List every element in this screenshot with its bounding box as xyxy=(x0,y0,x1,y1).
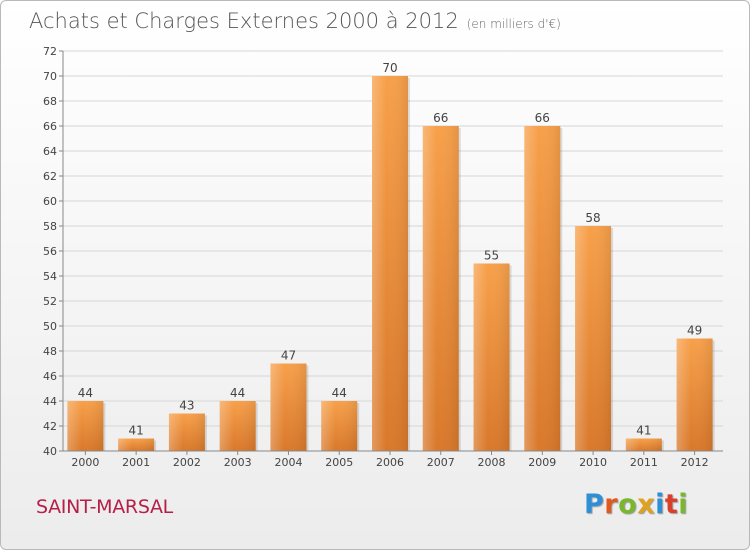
logo-letter: o xyxy=(618,489,638,520)
proxiti-logo[interactable]: Proxiti xyxy=(584,489,688,520)
commune-name: SAINT-MARSAL xyxy=(36,496,173,518)
bar-highlight xyxy=(118,438,155,451)
data-label: 41 xyxy=(636,424,651,438)
x-tick-label: 2012 xyxy=(681,456,709,469)
y-tick-label: 54 xyxy=(43,270,57,283)
y-tick-label: 50 xyxy=(43,320,57,333)
bars xyxy=(67,76,715,451)
data-label: 44 xyxy=(332,386,347,400)
data-label: 66 xyxy=(433,111,448,125)
data-labels: 44 41 43 44 47 44 70 66 55 66 58 41 49 xyxy=(78,61,703,438)
data-label: 41 xyxy=(129,424,144,438)
logo-letter: t xyxy=(664,489,679,520)
bar-highlight xyxy=(168,413,205,451)
data-label: 49 xyxy=(687,324,702,338)
x-tick-label: 2006 xyxy=(376,456,404,469)
y-tick-label: 58 xyxy=(43,220,57,233)
y-tick-label: 66 xyxy=(43,120,57,133)
data-label: 47 xyxy=(281,349,296,363)
data-label: 66 xyxy=(535,111,550,125)
title-text: Achats et Charges Externes 2000 à 2012 xyxy=(29,9,459,33)
data-label: 70 xyxy=(382,61,397,75)
bar-highlight xyxy=(676,338,713,451)
y-tick-label: 44 xyxy=(43,395,57,408)
bar-highlight xyxy=(473,263,510,451)
data-label: 44 xyxy=(78,386,93,400)
x-tick-label: 2009 xyxy=(528,456,556,469)
bar-highlight xyxy=(372,76,408,451)
y-tick-label: 62 xyxy=(43,170,57,183)
y-tick-label: 40 xyxy=(43,445,57,458)
logo-letter: P xyxy=(584,489,605,520)
y-tick-label: 68 xyxy=(43,95,57,108)
x-tick-label: 2008 xyxy=(478,456,506,469)
logo-letter: i xyxy=(678,489,689,520)
y-tick-label: 48 xyxy=(43,345,57,358)
bar-highlight xyxy=(219,401,256,451)
x-tick-label: 2002 xyxy=(173,456,201,469)
bar-highlight xyxy=(524,126,561,451)
axes: 40 42 44 46 48 50 52 54 56 58 60 62 64 66 68 70 72 2000 20… xyxy=(43,45,723,469)
y-tick-label: 64 xyxy=(43,145,57,158)
data-label: 44 xyxy=(230,386,245,400)
x-tick-label: 2007 xyxy=(427,456,455,469)
data-label: 43 xyxy=(179,399,194,413)
y-tick-label: 46 xyxy=(43,370,57,383)
chart-title: Achats et Charges Externes 2000 à 2012 (e… xyxy=(29,9,561,33)
logo-letter: r xyxy=(604,489,619,520)
y-tick-label: 56 xyxy=(43,245,57,258)
y-tick-label: 70 xyxy=(43,70,57,83)
data-label: 55 xyxy=(484,249,499,263)
x-tick-label: 2011 xyxy=(630,456,658,469)
title-unit: (en milliers d'€) xyxy=(466,17,561,31)
y-tick-label: 60 xyxy=(43,195,57,208)
logo-letter: x xyxy=(637,489,656,520)
bar-highlight xyxy=(321,401,358,451)
x-tick-label: 2005 xyxy=(325,456,353,469)
bar-highlight xyxy=(270,363,307,451)
bar-highlight xyxy=(575,226,612,451)
data-label: 58 xyxy=(585,211,600,225)
bar-highlight xyxy=(625,438,662,451)
y-tick-label: 52 xyxy=(43,295,57,308)
x-tick-label: 2000 xyxy=(71,456,99,469)
y-tick-label: 72 xyxy=(43,45,57,58)
logo-letter: i xyxy=(655,489,665,520)
x-tick-label: 2010 xyxy=(579,456,607,469)
bar-highlight xyxy=(67,401,104,451)
bar-highlight xyxy=(422,126,459,451)
x-tick-label: 2001 xyxy=(122,456,150,469)
x-tick-label: 2003 xyxy=(224,456,252,469)
x-tick-label: 2004 xyxy=(274,456,302,469)
y-tick-label: 42 xyxy=(43,420,57,433)
